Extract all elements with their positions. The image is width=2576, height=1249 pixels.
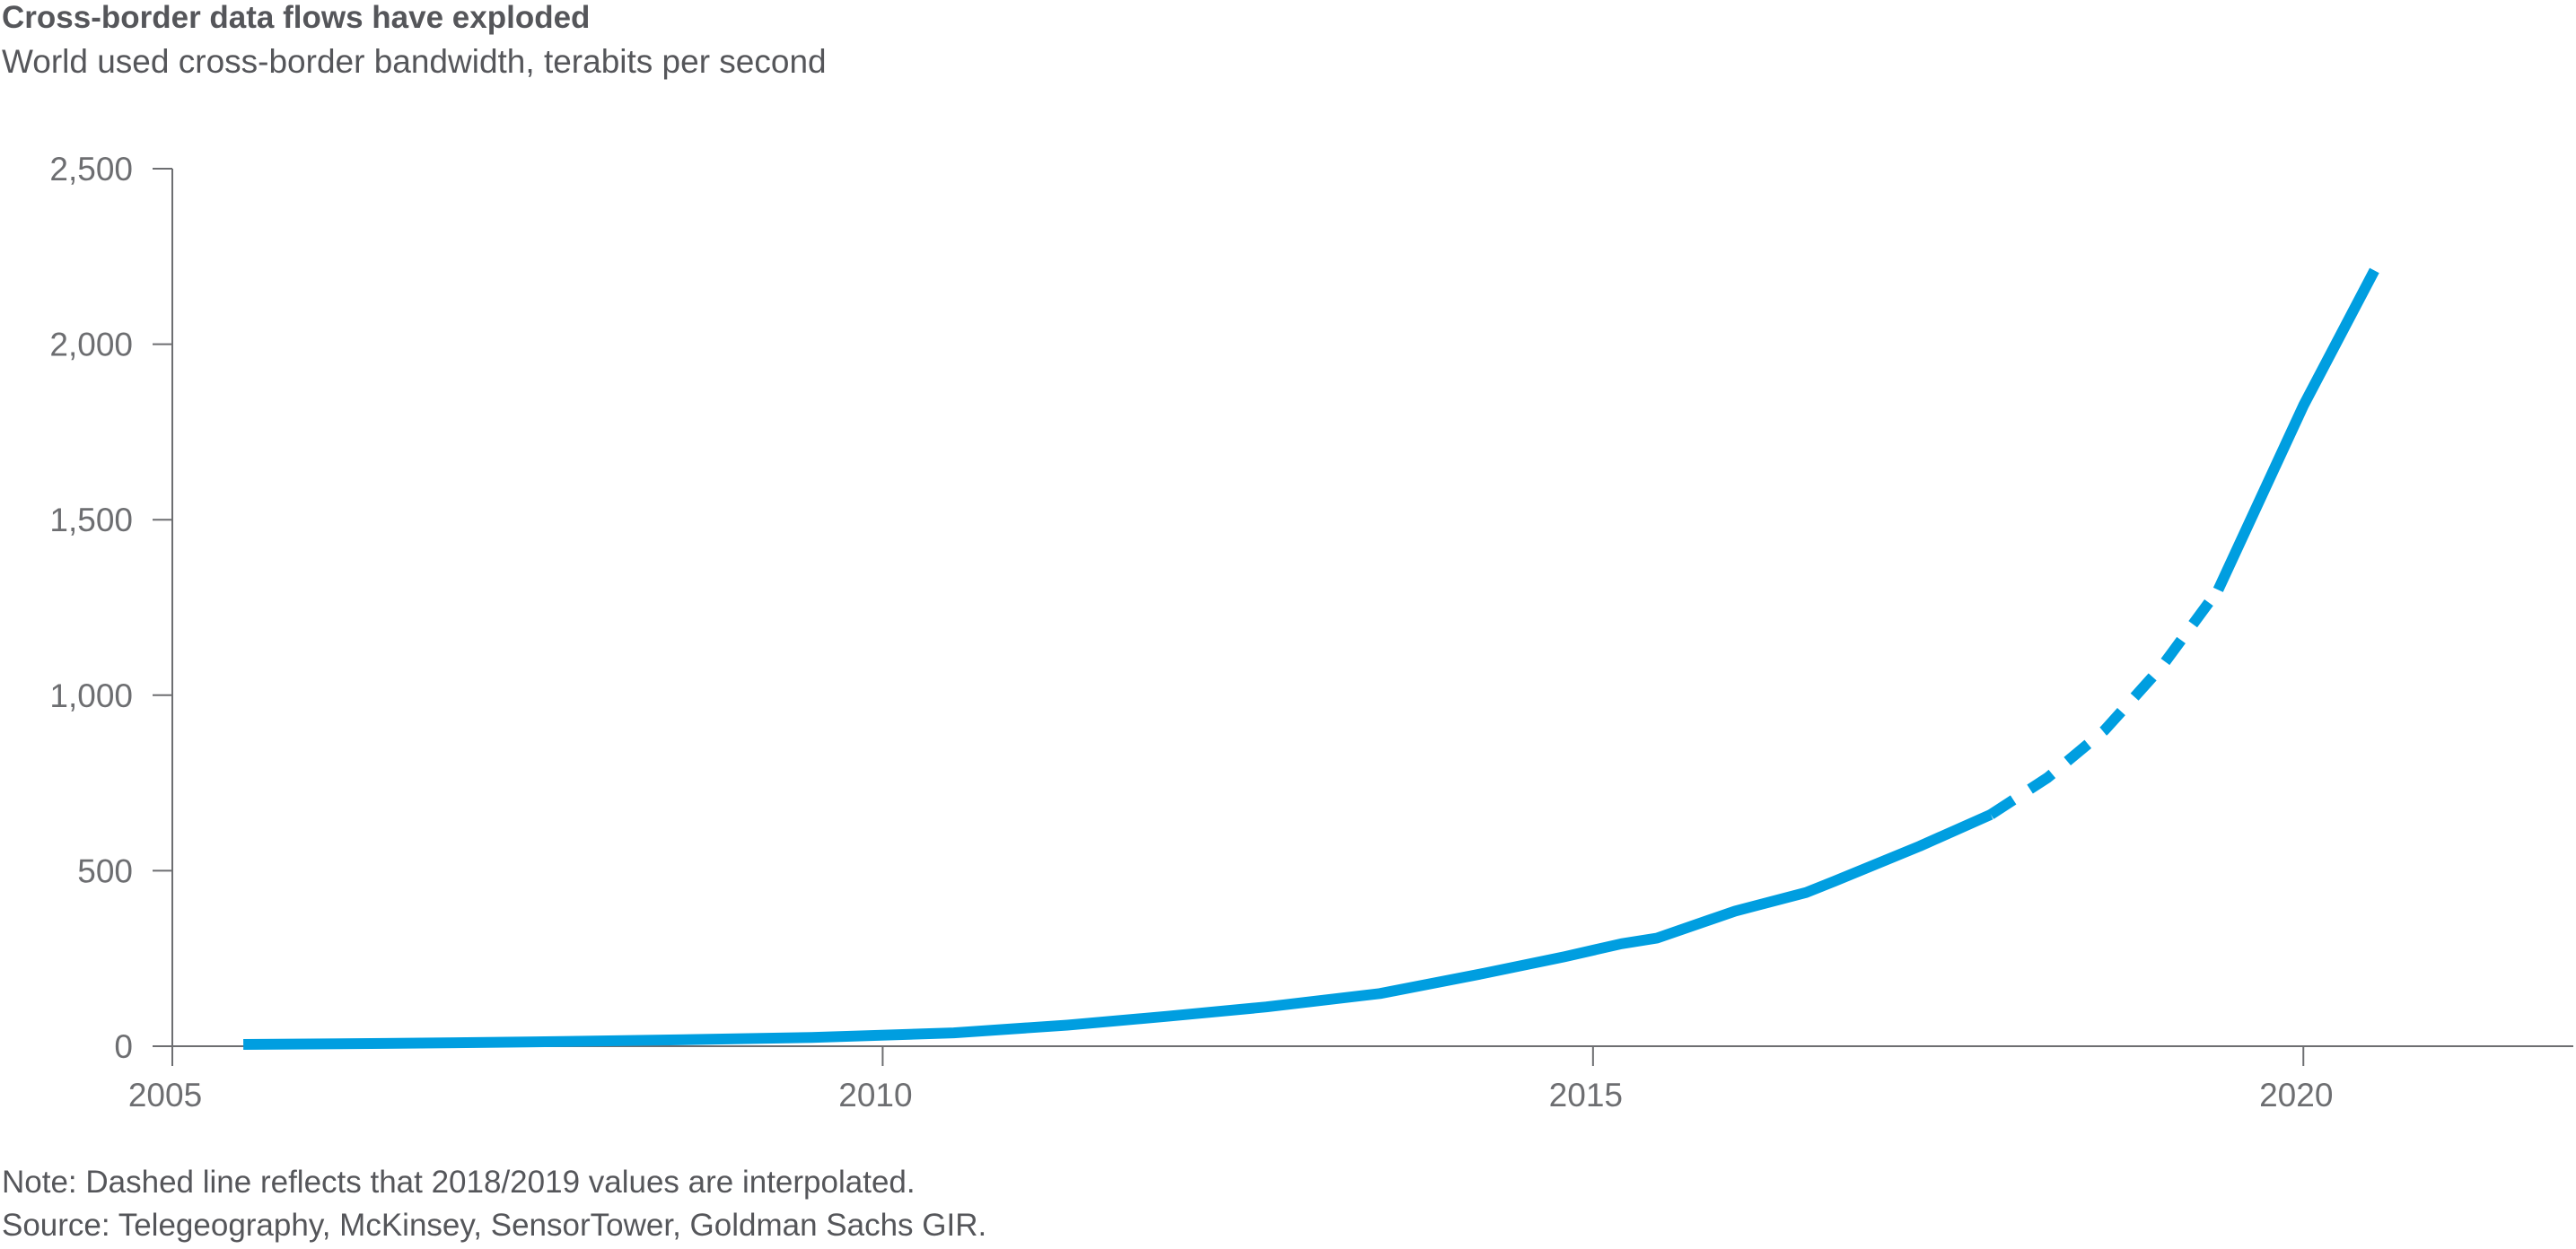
y-tick-label: 2,000	[49, 327, 133, 363]
x-tick-label: 2015	[1549, 1077, 1623, 1114]
series-line-solid	[2212, 267, 2379, 592]
chart-series	[243, 267, 2379, 1050]
x-tick-label: 2005	[128, 1077, 202, 1114]
y-tick-label: 0	[114, 1028, 133, 1065]
y-tick-label: 1,000	[49, 677, 133, 714]
x-tick-label: 2020	[2259, 1077, 2333, 1114]
chart-subtitle: World used cross-border bandwidth, terab…	[2, 43, 827, 80]
y-tick-label: 1,500	[49, 502, 133, 538]
series-line-dashed	[1987, 586, 2223, 819]
chart-source: Source: Telegeography, McKinsey, SensorT…	[2, 1208, 987, 1243]
series-line-solid	[243, 809, 1993, 1050]
chart-note: Note: Dashed line reflects that 2018/201…	[2, 1165, 916, 1200]
chart-title: Cross-border data flows have exploded	[2, 0, 591, 35]
y-tick-label: 500	[77, 852, 133, 889]
x-tick-label: 2010	[838, 1077, 912, 1114]
y-tick-label: 2,500	[49, 151, 133, 188]
chart-ticks: 0 500 1,000 1,500 2,000 2,500 2005 2010 2015 2020	[49, 151, 2333, 1114]
